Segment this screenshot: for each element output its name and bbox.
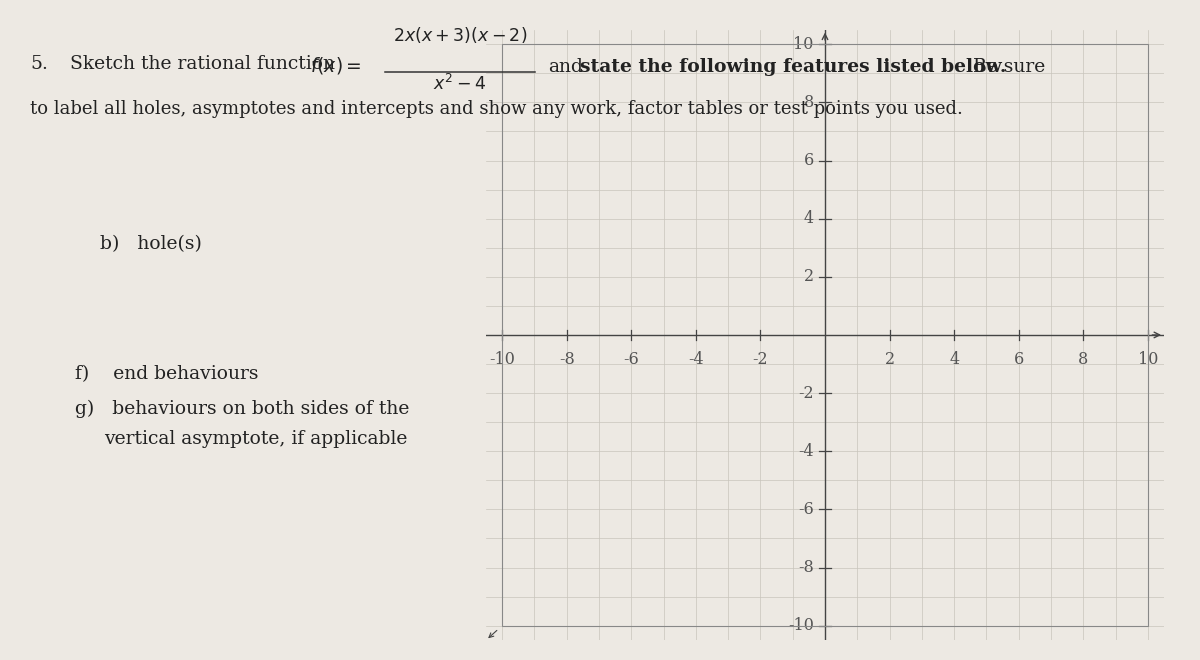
Text: 6: 6	[804, 152, 814, 169]
Text: 5.: 5.	[30, 55, 48, 73]
Text: $x^2-4$: $x^2-4$	[433, 74, 486, 94]
Text: $f(x) =$: $f(x) =$	[310, 55, 361, 76]
Text: 8: 8	[1078, 351, 1088, 368]
Text: -6: -6	[624, 351, 640, 368]
Text: state the following features listed below.: state the following features listed belo…	[580, 58, 1007, 76]
Text: 4: 4	[804, 210, 814, 227]
Text: 2: 2	[884, 351, 895, 368]
Text: -2: -2	[752, 351, 768, 368]
Text: -6: -6	[798, 501, 814, 518]
Text: -2: -2	[798, 385, 814, 401]
Text: Be sure: Be sure	[973, 58, 1045, 76]
Text: 8: 8	[804, 94, 814, 111]
Text: -10: -10	[788, 617, 814, 634]
Text: 10: 10	[1138, 351, 1158, 368]
Text: -10: -10	[490, 351, 515, 368]
Text: 6: 6	[1014, 351, 1024, 368]
Text: 4: 4	[949, 351, 959, 368]
Text: to label all holes, asymptotes and intercepts and show any work, factor tables o: to label all holes, asymptotes and inter…	[30, 100, 962, 118]
Text: 2: 2	[804, 269, 814, 285]
Text: -4: -4	[798, 443, 814, 460]
Text: 10: 10	[793, 36, 814, 53]
Text: -8: -8	[559, 351, 575, 368]
Text: f)    end behaviours: f) end behaviours	[74, 365, 258, 383]
Text: -4: -4	[688, 351, 703, 368]
Text: b)   hole(s): b) hole(s)	[100, 235, 202, 253]
Text: $2x(x+3)(x-2)$: $2x(x+3)(x-2)$	[392, 25, 527, 45]
Text: Sketch the rational function: Sketch the rational function	[70, 55, 335, 73]
Text: and: and	[548, 58, 583, 76]
Text: -8: -8	[798, 559, 814, 576]
Text: g)   behaviours on both sides of the: g) behaviours on both sides of the	[74, 400, 409, 418]
Text: vertical asymptote, if applicable: vertical asymptote, if applicable	[104, 430, 407, 448]
